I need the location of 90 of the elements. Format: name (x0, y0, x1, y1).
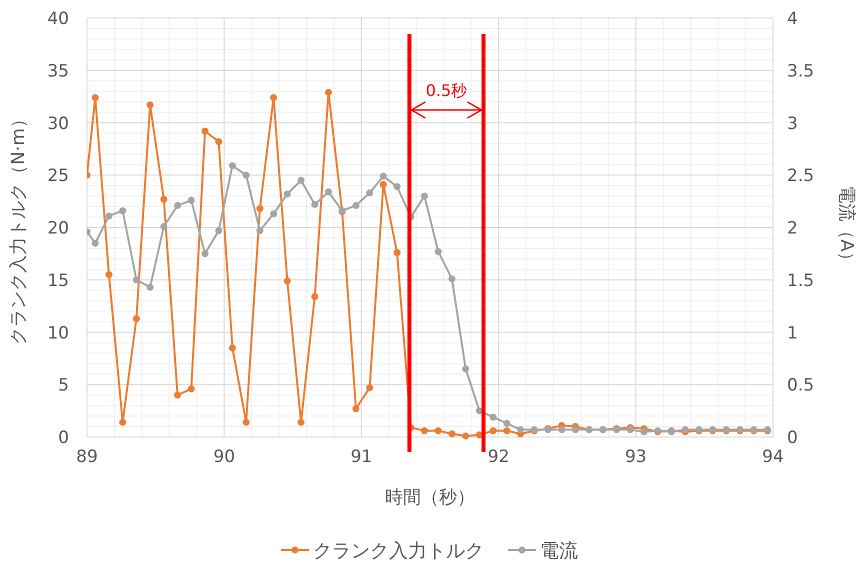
point (215, 138, 222, 146)
x-tick-label: 90 (213, 447, 236, 467)
y-tick-label: 5 (58, 376, 69, 396)
point (380, 181, 387, 188)
point (284, 190, 291, 198)
point (490, 414, 497, 421)
point (119, 418, 126, 426)
y2-axis-title: 電流（A） (836, 185, 857, 270)
point (366, 384, 374, 392)
y-tick-label: 40 (47, 9, 69, 29)
y-tick-label: 30 (47, 114, 69, 134)
point (640, 428, 648, 436)
point (352, 405, 360, 412)
x-tick-label: 91 (350, 447, 372, 467)
y-tick-label: 25 (47, 166, 69, 186)
point (421, 192, 428, 200)
point (201, 128, 208, 135)
point (256, 227, 264, 234)
point (92, 240, 99, 247)
point (242, 172, 250, 179)
y2-tick-label: 2.5 (787, 166, 814, 186)
point (448, 430, 456, 438)
y-tick-label: 0 (58, 428, 69, 448)
y2-tick-label: 4 (787, 9, 798, 29)
x-tick-label: 93 (624, 447, 647, 467)
y-axis-title: クランク入力トルク（N·m） (8, 110, 29, 345)
legend-label: クランク入力トルク (313, 540, 484, 562)
y2-tick-label: 0.5 (787, 376, 814, 396)
point (352, 202, 360, 210)
y-tick-label: 20 (47, 218, 69, 238)
point (188, 196, 195, 204)
x-tick-label: 92 (488, 447, 510, 467)
legend-label: 電流 (540, 540, 578, 562)
point (119, 207, 126, 214)
point (448, 275, 456, 282)
point (215, 227, 222, 234)
point (146, 101, 154, 108)
point (188, 385, 195, 392)
y-tick-label: 10 (47, 323, 69, 344)
point (146, 284, 154, 291)
point (434, 427, 442, 434)
x-axis-title: 時間（秒） (385, 487, 475, 508)
point (201, 250, 208, 258)
point (228, 344, 236, 352)
point (105, 271, 112, 278)
point (228, 162, 236, 170)
y2-tick-label: 1 (787, 323, 798, 344)
point (434, 248, 442, 256)
point (324, 88, 332, 96)
point (174, 202, 182, 210)
point (380, 172, 387, 180)
point (256, 205, 264, 212)
point (503, 427, 510, 434)
y2-tick-label: 3 (787, 114, 798, 134)
point (174, 392, 182, 399)
point (105, 212, 112, 220)
point (503, 420, 510, 427)
point (298, 176, 305, 184)
point (160, 222, 168, 230)
point (558, 426, 566, 434)
point (298, 418, 305, 426)
x-tick-label: 89 (76, 447, 98, 467)
point (270, 210, 278, 218)
point (394, 249, 401, 256)
annotation: 0.5秒 (426, 81, 468, 100)
y2-tick-label: 1.5 (787, 270, 814, 291)
point (572, 426, 579, 434)
point (462, 432, 470, 440)
point (270, 94, 278, 102)
point (132, 315, 140, 322)
point (366, 189, 374, 196)
point (490, 427, 497, 434)
point (132, 276, 140, 284)
point (421, 427, 428, 434)
point (394, 183, 401, 190)
y2-tick-label: 2 (787, 218, 798, 238)
point (92, 94, 99, 102)
point (242, 418, 250, 426)
point (311, 293, 318, 300)
point (284, 277, 291, 284)
point (160, 196, 168, 203)
point (324, 188, 332, 196)
point (311, 200, 318, 208)
y2-tick-label: 0 (787, 428, 798, 448)
y-tick-label: 35 (47, 61, 69, 82)
y2-tick-label: 3.5 (787, 61, 814, 82)
point (462, 365, 470, 372)
point (517, 426, 524, 434)
y-tick-label: 15 (47, 270, 69, 291)
x-tick-label: 94 (762, 447, 784, 467)
